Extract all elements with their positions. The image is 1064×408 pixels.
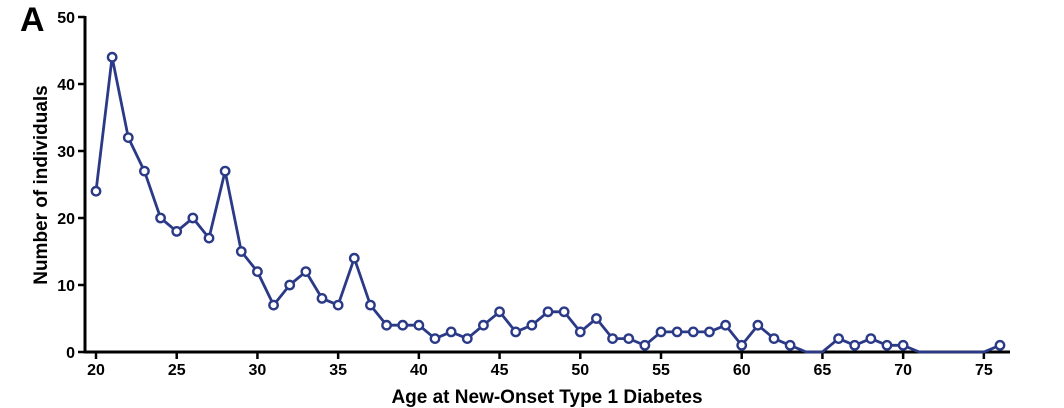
- data-point: [833, 333, 844, 344]
- data-point: [139, 165, 150, 177]
- data-point: [381, 319, 392, 331]
- data-point: [155, 212, 166, 224]
- data-point: [397, 319, 409, 331]
- y-axis-ticks: 0 10 20 30 40 50: [57, 10, 85, 362]
- x-tick-label: 20: [87, 362, 105, 379]
- x-tick-label: 50: [571, 362, 589, 379]
- data-point: [591, 313, 602, 324]
- y-tick-label: 50: [57, 10, 75, 27]
- data-point: [284, 279, 296, 291]
- y-tick-label: 0: [66, 345, 75, 362]
- x-axis-title: Age at New-Onset Type 1 Diabetes: [391, 387, 702, 408]
- x-tick-label: 35: [329, 362, 347, 379]
- data-point: [704, 326, 715, 338]
- data-point: [623, 333, 635, 344]
- data-point: [784, 339, 796, 351]
- data-point: [752, 319, 764, 331]
- data-point: [494, 306, 505, 318]
- data-point: [106, 51, 118, 63]
- data-point: [720, 319, 731, 331]
- data-point: [526, 319, 538, 331]
- x-tick-label: 30: [249, 362, 267, 379]
- data-point: [865, 333, 877, 344]
- data-point: [122, 132, 134, 144]
- y-tick-label: 20: [57, 211, 75, 228]
- data-point: [558, 306, 570, 318]
- data-point: [461, 333, 473, 344]
- data-point: [478, 319, 489, 331]
- data-point: [252, 266, 263, 277]
- data-series: [90, 51, 1006, 354]
- x-tick-label: 25: [168, 362, 186, 379]
- x-tick-label: 70: [894, 362, 912, 379]
- data-point: [219, 165, 231, 177]
- data-point: [187, 212, 199, 224]
- data-point: [736, 339, 748, 351]
- data-point: [994, 339, 1006, 351]
- data-point: [429, 333, 441, 344]
- panel-label: A: [20, 1, 45, 39]
- data-point: [768, 333, 780, 344]
- data-point: [316, 292, 328, 304]
- data-point: [607, 333, 618, 344]
- data-point: [687, 326, 699, 338]
- data-point: [90, 185, 102, 197]
- data-point: [445, 326, 457, 338]
- y-tick-label: 40: [57, 77, 75, 94]
- data-point: [235, 246, 247, 257]
- data-point: [171, 225, 183, 237]
- y-tick-label: 10: [57, 278, 75, 295]
- data-point: [348, 252, 360, 264]
- data-point: [365, 299, 376, 311]
- data-point: [881, 339, 893, 351]
- data-point: [639, 339, 651, 351]
- data-point: [671, 326, 683, 338]
- x-tick-label: 55: [652, 362, 670, 379]
- data-point: [849, 339, 861, 351]
- x-tick-label: 40: [410, 362, 428, 379]
- data-point: [897, 339, 909, 351]
- data-point: [655, 326, 667, 338]
- x-axis-ticks: 20 25 30 35 40 45 50 55 60 65 70 75: [87, 352, 993, 379]
- x-tick-label: 65: [814, 362, 832, 379]
- data-point: [300, 266, 312, 277]
- y-tick-label: 30: [57, 144, 75, 161]
- x-tick-label: 60: [733, 362, 751, 379]
- data-point: [413, 319, 425, 331]
- y-axis-title: Number of individuals: [31, 85, 52, 285]
- data-point: [510, 326, 522, 338]
- data-point: [332, 299, 344, 311]
- x-tick-label: 75: [975, 362, 993, 379]
- data-point: [268, 299, 279, 311]
- x-tick-label: 45: [491, 362, 509, 379]
- data-point: [203, 232, 215, 244]
- data-point: [574, 326, 586, 338]
- data-point: [542, 306, 554, 318]
